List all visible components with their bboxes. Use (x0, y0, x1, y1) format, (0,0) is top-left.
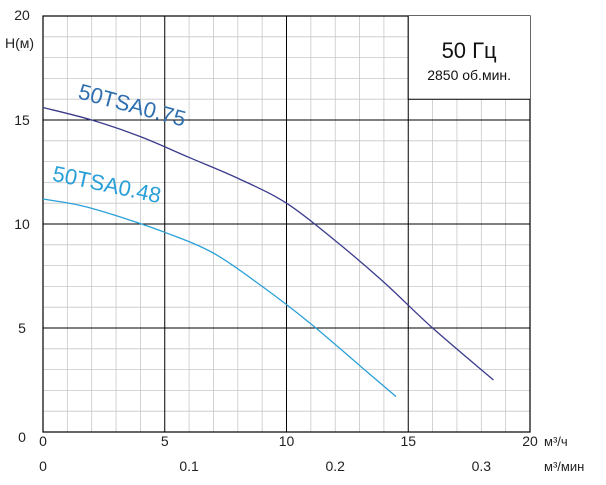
y-tick-label: 10 (14, 216, 30, 232)
series-line-1 (42, 198, 397, 398)
x-tick-label: 20 (522, 433, 538, 449)
series-label-50tsa075: 50TSA0.75 (76, 79, 189, 132)
x-tick-label: 5 (161, 433, 169, 449)
infobox-title: 50 Гц (442, 38, 497, 63)
x2-tick-label: 0 (39, 458, 47, 474)
infobox-background (408, 16, 530, 100)
x2-tick-label: 0.3 (472, 458, 492, 474)
y-axis-ticks: 0 5 10 15 20 (14, 7, 30, 445)
infobox: 50 Гц 2850 об.мин. (407, 16, 530, 100)
x2-axis-unit-label: м³/мин (544, 459, 584, 474)
x-tick-label: 15 (400, 433, 416, 449)
x2-tick-label: 0.1 (179, 458, 199, 474)
infobox-subtitle: 2850 об.мин. (427, 67, 511, 83)
y-tick-label: 5 (18, 320, 26, 336)
y-tick-label: 15 (14, 112, 30, 128)
y-tick-label: 20 (14, 7, 30, 23)
plot-frame (42, 15, 531, 433)
x-tick-label: 0 (39, 433, 47, 449)
series-line-0 (42, 106, 494, 381)
x2-tick-label: 0.2 (325, 458, 345, 474)
x2-axis-ticks: 0 0.1 0.2 0.3 (39, 458, 491, 474)
x-axis-ticks: 0 5 10 15 20 (39, 433, 538, 449)
y-tick-label: 0 (18, 429, 26, 445)
x-tick-label: 10 (279, 433, 295, 449)
y-axis-label: H(м) (5, 35, 34, 51)
x-axis-unit-label: м³/ч (544, 434, 568, 449)
series-layer (42, 106, 494, 398)
